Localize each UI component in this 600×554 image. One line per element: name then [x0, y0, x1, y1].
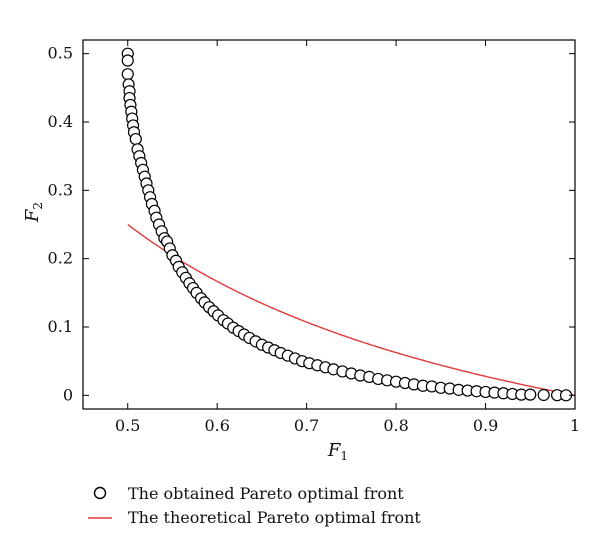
y-tick-label: 0.5	[48, 44, 73, 63]
obtained-point	[121, 68, 134, 81]
y-axis-title: F2	[22, 202, 45, 223]
legend: The obtained Pareto optimal front The th…	[88, 484, 421, 527]
plot-frame	[82, 39, 576, 410]
x-tick-label: 0.8	[383, 416, 408, 435]
y-tick-label: 0.4	[48, 112, 73, 131]
y-tick-label: 0.1	[48, 317, 73, 336]
legend-label-obtained: The obtained Pareto optimal front	[128, 484, 404, 503]
y-tick-label: 0	[63, 385, 73, 404]
theoretical-front-line	[127, 223, 576, 397]
obtained-point	[537, 388, 550, 402]
x-tick-label: 0.9	[473, 416, 498, 435]
legend-label-theoretical: The theoretical Pareto optimal front	[128, 508, 421, 527]
x-tick-label: 0.5	[115, 416, 140, 435]
x-tick-label: 0.7	[294, 416, 319, 435]
obtained-point	[524, 388, 537, 401]
x-axis-title: F1	[327, 440, 348, 463]
x-tick-label: 1	[570, 416, 580, 435]
x-tick-label: 0.6	[204, 416, 229, 435]
y-tick-label: 0.2	[48, 249, 73, 268]
legend-marker-obtained	[93, 486, 107, 500]
obtained-point	[129, 132, 142, 146]
y-tick-label: 0.3	[48, 180, 73, 199]
obtained-point	[121, 54, 134, 67]
